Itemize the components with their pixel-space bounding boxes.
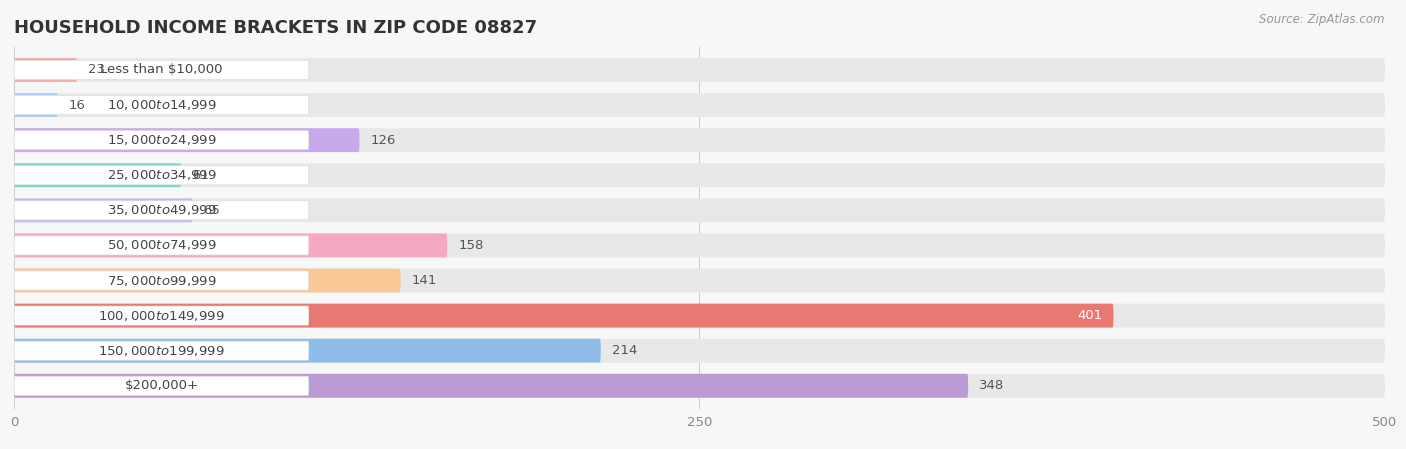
FancyBboxPatch shape — [14, 163, 1385, 187]
FancyBboxPatch shape — [14, 339, 600, 363]
FancyBboxPatch shape — [14, 271, 309, 290]
FancyBboxPatch shape — [14, 341, 309, 360]
FancyBboxPatch shape — [14, 374, 1385, 398]
FancyBboxPatch shape — [14, 128, 360, 152]
FancyBboxPatch shape — [14, 233, 1385, 257]
FancyBboxPatch shape — [14, 339, 1385, 363]
Text: 401: 401 — [1077, 309, 1102, 322]
Text: $25,000 to $34,999: $25,000 to $34,999 — [107, 168, 217, 182]
Text: 65: 65 — [204, 204, 221, 217]
Text: Less than $10,000: Less than $10,000 — [100, 63, 222, 76]
FancyBboxPatch shape — [14, 304, 1385, 327]
FancyBboxPatch shape — [14, 198, 193, 222]
FancyBboxPatch shape — [14, 304, 1114, 327]
Text: 158: 158 — [458, 239, 484, 252]
Text: $35,000 to $49,999: $35,000 to $49,999 — [107, 203, 217, 217]
FancyBboxPatch shape — [14, 166, 309, 185]
FancyBboxPatch shape — [14, 58, 77, 82]
FancyBboxPatch shape — [14, 376, 309, 395]
Text: HOUSEHOLD INCOME BRACKETS IN ZIP CODE 08827: HOUSEHOLD INCOME BRACKETS IN ZIP CODE 08… — [14, 19, 537, 37]
Text: $100,000 to $149,999: $100,000 to $149,999 — [98, 308, 225, 322]
Text: 23: 23 — [89, 63, 105, 76]
FancyBboxPatch shape — [14, 236, 309, 255]
Text: $15,000 to $24,999: $15,000 to $24,999 — [107, 133, 217, 147]
Text: $10,000 to $14,999: $10,000 to $14,999 — [107, 98, 217, 112]
FancyBboxPatch shape — [14, 201, 309, 220]
FancyBboxPatch shape — [14, 269, 1385, 292]
Text: $200,000+: $200,000+ — [124, 379, 198, 392]
FancyBboxPatch shape — [14, 163, 181, 187]
FancyBboxPatch shape — [14, 198, 1385, 222]
Text: 61: 61 — [193, 169, 209, 182]
Text: $50,000 to $74,999: $50,000 to $74,999 — [107, 238, 217, 252]
FancyBboxPatch shape — [14, 269, 401, 292]
Text: 348: 348 — [979, 379, 1004, 392]
FancyBboxPatch shape — [14, 96, 309, 114]
FancyBboxPatch shape — [14, 128, 1385, 152]
FancyBboxPatch shape — [14, 93, 1385, 117]
Text: $150,000 to $199,999: $150,000 to $199,999 — [98, 343, 225, 358]
Text: 141: 141 — [412, 274, 437, 287]
FancyBboxPatch shape — [14, 131, 309, 150]
FancyBboxPatch shape — [14, 58, 1385, 82]
Text: 214: 214 — [612, 344, 637, 357]
FancyBboxPatch shape — [14, 233, 447, 257]
Text: $75,000 to $99,999: $75,000 to $99,999 — [107, 273, 217, 287]
Text: 126: 126 — [371, 134, 396, 147]
FancyBboxPatch shape — [14, 93, 58, 117]
Text: Source: ZipAtlas.com: Source: ZipAtlas.com — [1260, 13, 1385, 26]
Text: 16: 16 — [69, 98, 86, 111]
FancyBboxPatch shape — [14, 306, 309, 325]
FancyBboxPatch shape — [14, 61, 309, 79]
FancyBboxPatch shape — [14, 374, 969, 398]
